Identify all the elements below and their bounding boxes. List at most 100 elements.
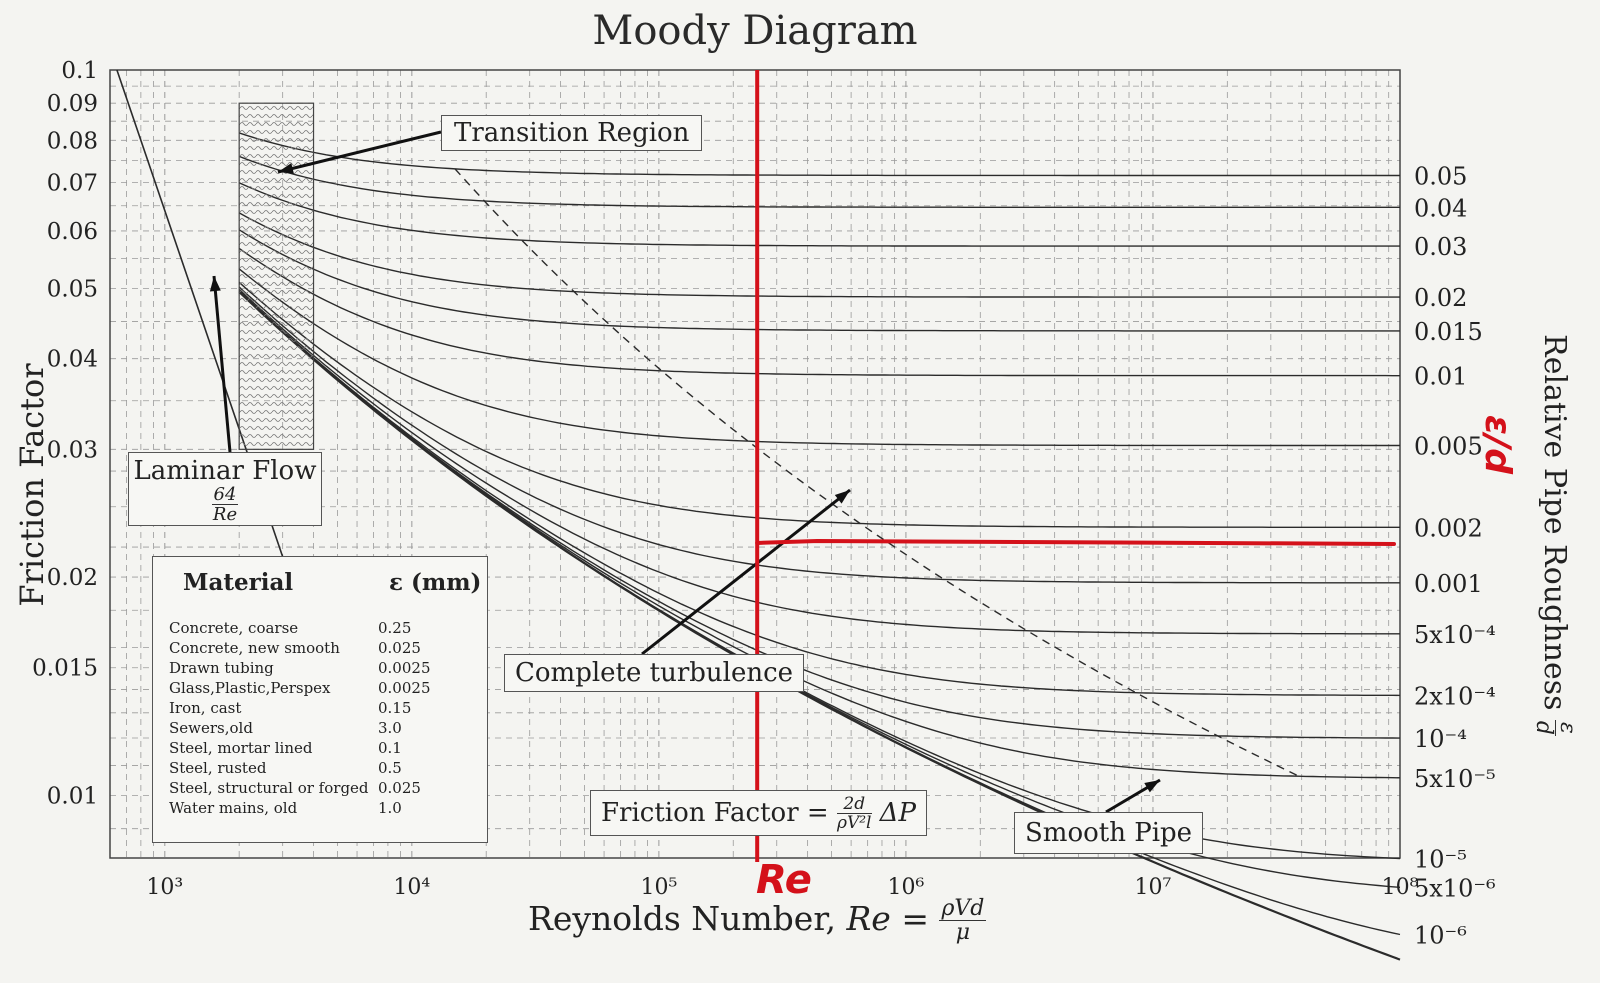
y-axis-title: Friction Factor (13, 363, 51, 607)
x-tick-label: 10⁵ (640, 875, 677, 900)
x-tick-label: 10⁶ (888, 875, 925, 900)
material-name: Iron, cast (169, 699, 242, 717)
roughness-label: 10⁻⁶ (1414, 921, 1467, 949)
material-row: Steel, structural or forged 0.025 (169, 779, 479, 799)
roughness-fraction: ε d (1531, 720, 1580, 736)
y-tick-label: 0.05 (47, 276, 98, 302)
material-epsilon: 0.0025 (378, 679, 431, 697)
roughness-label: 0.015 (1414, 318, 1483, 346)
x-tick-label: 10⁸ (1382, 875, 1419, 900)
roughness-curve (238, 288, 1400, 635)
roughness-label: 0.005 (1414, 432, 1483, 460)
roughness-curve (238, 281, 1400, 528)
y-tick-label: 0.06 (47, 219, 98, 245)
roughness-label: 0.002 (1414, 514, 1483, 542)
roughness-curve (238, 290, 1401, 697)
roughness-curve (238, 268, 1400, 447)
roughness-curve (238, 182, 1400, 247)
friction-factor-formula: Friction Factor = 2d ρV²l ΔP (590, 790, 928, 836)
roughness-label: 0.04 (1414, 194, 1467, 222)
roughness-label: 5x10⁻⁴ (1414, 621, 1496, 649)
material-name: Drawn tubing (169, 659, 274, 677)
material-row: Sewers,old 3.0 (169, 719, 479, 739)
smooth-pipe-arrow-head (1144, 780, 1160, 793)
roughness-label: 0.03 (1414, 233, 1467, 261)
roughness-label: 0.02 (1414, 284, 1467, 312)
material-name: Steel, structural or forged (169, 779, 369, 797)
complete-turbulence-label: Complete turbulence (504, 654, 805, 692)
roughness-curve (238, 229, 1400, 332)
reynolds-fraction: ρVd μ (939, 896, 987, 945)
material-row: Steel, mortar lined 0.1 (169, 739, 479, 759)
roughness-label: 0.001 (1414, 570, 1483, 598)
re-annotation: Re (756, 857, 812, 903)
material-row: Drawn tubing 0.0025 (169, 659, 479, 679)
roughness-curve (238, 132, 1400, 177)
y-tick-label: 0.08 (47, 128, 98, 154)
material-row: Iron, cast 0.15 (169, 699, 479, 719)
roughness-label: 10⁻⁵ (1414, 845, 1467, 873)
x-axis-title: Reynolds Number, Re = ρVd μ (528, 896, 987, 945)
material-row: Concrete, coarse 0.25 (169, 619, 479, 639)
transition-region-box (238, 102, 315, 450)
laminar-arrow-head (209, 276, 221, 292)
y-tick-label: 0.1 (61, 58, 98, 84)
roughness-label: 10⁻⁴ (1414, 725, 1467, 753)
material-name: Steel, rusted (169, 759, 267, 777)
y-tick-label: 0.07 (47, 170, 98, 196)
roughness-curve (238, 155, 1400, 209)
roughness-label: 0.05 (1414, 162, 1467, 190)
material-epsilon: 0.25 (378, 619, 412, 637)
transition-region-label: Transition Region (441, 115, 703, 151)
laminar-formula: 64 Re (211, 484, 239, 525)
roughness-label: 5x10⁻⁵ (1414, 765, 1496, 793)
plot-frame (109, 69, 1401, 859)
material-row: Concrete, new smooth 0.025 (169, 639, 479, 659)
material-epsilon: 1.0 (378, 799, 402, 817)
material-epsilon: 0.025 (378, 779, 421, 797)
material-header: Material (183, 569, 294, 596)
roughness-label: 2x10⁻⁴ (1414, 682, 1496, 710)
material-name: Steel, mortar lined (169, 739, 313, 757)
epsilon-header: ε (mm) (389, 569, 482, 596)
y-tick-label: 0.01 (47, 783, 98, 809)
material-rows: Concrete, coarse 0.25 Concrete, new smooth… (169, 619, 479, 819)
transition-arrow-head (278, 163, 294, 174)
roughness-annotation: ε/d (1476, 415, 1518, 474)
material-table: Material ε (mm) Concrete, coarse 0.25 Conc… (152, 556, 488, 843)
y-tick-label: 0.04 (47, 347, 98, 373)
material-row: Steel, rusted 0.5 (169, 759, 479, 779)
material-name: Concrete, new smooth (169, 639, 340, 657)
roughness-curve (238, 247, 1400, 377)
laminar-flow-label: Laminar Flow 64 Re (128, 452, 322, 526)
roughness-marker-line (755, 538, 1396, 546)
x-tick-label: 10⁷ (1135, 875, 1172, 900)
transition-arrow (277, 130, 442, 174)
material-name: Water mains, old (169, 799, 298, 817)
turbulence-arrow (641, 488, 851, 656)
material-name: Glass,Plastic,Perspex (169, 679, 331, 697)
x-tick-label: 10³ (146, 875, 183, 900)
material-epsilon: 3.0 (378, 719, 402, 737)
roughness-label: 5x10⁻⁶ (1414, 874, 1496, 902)
material-epsilon: 0.0025 (378, 659, 431, 677)
y-tick-label: 0.02 (47, 565, 98, 591)
material-epsilon: 0.15 (378, 699, 412, 717)
right-axis-title: Relative Pipe Roughness ε d (1531, 334, 1580, 736)
material-epsilon: 0.5 (378, 759, 402, 777)
y-tick-label: 0.015 (32, 656, 98, 682)
material-name: Sewers,old (169, 719, 253, 737)
roughness-curve (238, 212, 1400, 298)
material-row: Water mains, old 1.0 (169, 799, 479, 819)
material-epsilon: 0.1 (378, 739, 402, 757)
material-name: Concrete, coarse (169, 619, 299, 637)
roughness-curve (238, 286, 1400, 584)
turbulence-arrow-head (834, 490, 850, 504)
x-tick-label: 10⁴ (393, 875, 430, 900)
y-tick-label: 0.09 (47, 91, 98, 117)
y-tick-label: 0.03 (47, 437, 98, 463)
roughness-label: 0.01 (1414, 363, 1467, 391)
material-row: Glass,Plastic,Perspex 0.0025 (169, 679, 479, 699)
